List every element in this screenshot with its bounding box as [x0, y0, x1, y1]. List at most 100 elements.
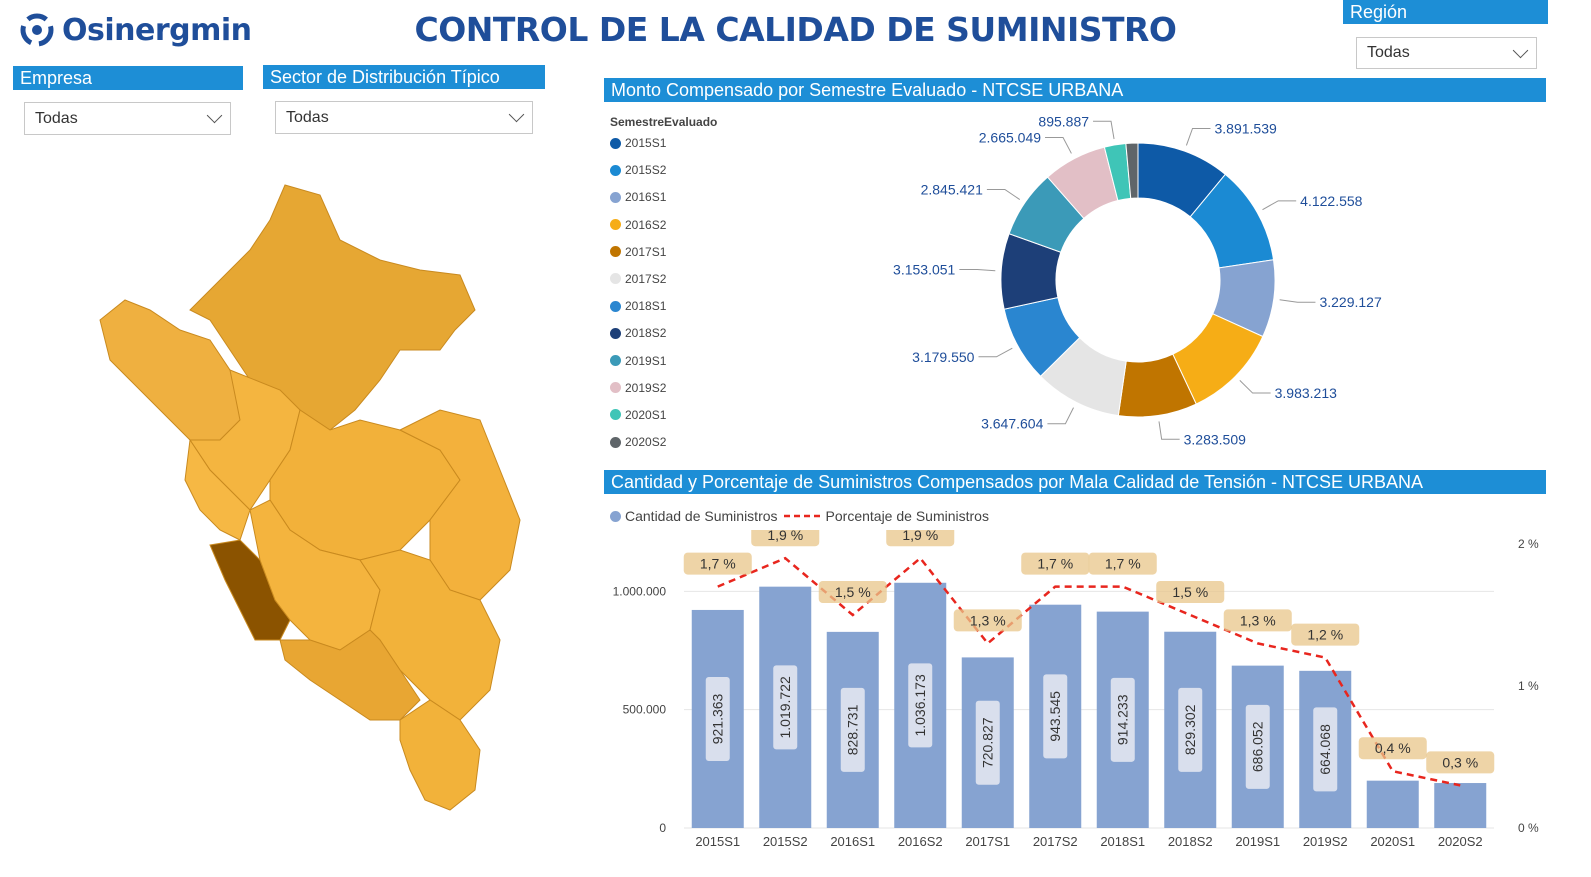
donut-legend-item[interactable]: 2015S1	[610, 135, 730, 151]
donut-legend-title: SemestreEvaluado	[610, 115, 718, 129]
donut-legend: 2015S1 2015S2 2016S1 2016S2 2017S1 2017S2 2018…	[610, 135, 730, 461]
donut-section-title: Monto Compensado por Semestre Evaluado -…	[604, 78, 1546, 102]
donut-value-label: 3.647.604	[981, 416, 1043, 432]
donut-legend-item[interactable]: 2017S2	[610, 271, 730, 287]
donut-legend-item[interactable]: 2019S2	[610, 380, 730, 396]
empresa-dropdown-value: Todas	[35, 109, 78, 127]
y-tick-label: 0	[659, 821, 666, 835]
bar-value-label-bg	[1178, 687, 1203, 772]
x-tick-label: 2016S1	[830, 834, 875, 849]
legend-label: 2019S2	[625, 380, 667, 395]
bar-value-label: 914.233	[1115, 694, 1131, 745]
legend-label: 2016S1	[625, 190, 667, 205]
donut-value-label: 4.122.558	[1300, 193, 1362, 209]
line-value-label: 1,9 %	[767, 530, 803, 543]
x-tick-label: 2019S2	[1303, 834, 1348, 849]
region-filter-label: Región	[1343, 0, 1548, 24]
x-tick-label: 2016S2	[898, 834, 943, 849]
donut-value-label: 3.153.051	[893, 262, 955, 278]
combo-legend: Cantidad de Suministros Porcentaje de Su…	[610, 508, 989, 524]
donut-value-label: 3.283.509	[1184, 431, 1246, 447]
y-tick-label: 1.000.000	[613, 584, 667, 598]
region-dropdown[interactable]: Todas	[1356, 37, 1537, 69]
donut-value-label: 2.665.049	[979, 130, 1041, 146]
bar-value-label: 829.302	[1182, 704, 1198, 755]
x-tick-label: 2018S1	[1100, 834, 1145, 849]
donut-legend-item[interactable]: 2016S1	[610, 189, 730, 205]
map-region-southwest	[279, 629, 421, 721]
bar[interactable]	[1434, 783, 1487, 828]
percentage-line	[717, 556, 1461, 787]
x-tick-label: 2020S2	[1438, 834, 1483, 849]
legend-label: 2015S2	[625, 163, 667, 178]
sector-dropdown[interactable]: Todas	[275, 101, 533, 134]
line-value-label: 1,3 %	[970, 612, 1006, 628]
line-value-label: 1,9 %	[902, 530, 938, 543]
legend-swatch	[610, 355, 621, 366]
bar-value-label: 686.052	[1250, 721, 1266, 772]
donut-value-label: 3.891.539	[1215, 121, 1277, 137]
legend-swatch	[610, 246, 621, 258]
donut-legend-item[interactable]: 2019S1	[610, 353, 730, 369]
bar-legend-label: Cantidad de Suministros	[625, 508, 778, 524]
line-value-label-bg	[751, 530, 820, 547]
donut-legend-item[interactable]: 2020S2	[610, 434, 730, 450]
donut-legend-item[interactable]: 2018S2	[610, 325, 730, 341]
legend-swatch	[610, 219, 621, 231]
x-tick-label: 2017S2	[1033, 834, 1078, 849]
donut-value-label: 3.179.550	[912, 349, 974, 365]
bar-value-label: 943.545	[1047, 691, 1063, 742]
donut-legend-item[interactable]: 2018S1	[610, 298, 730, 314]
donut-leader-line	[1093, 120, 1115, 140]
legend-swatch	[610, 436, 621, 448]
donut-slice[interactable]	[1125, 142, 1139, 199]
empresa-dropdown[interactable]: Todas	[24, 102, 231, 135]
bar-value-label: 1.019.722	[777, 676, 793, 738]
logo-icon	[20, 13, 54, 47]
bar-legend-swatch	[610, 510, 621, 522]
line-value-label-bg	[1358, 737, 1427, 760]
sector-dropdown-value: Todas	[286, 108, 329, 126]
y2-tick-label: 2 %	[1518, 537, 1539, 551]
line-value-label: 1,3 %	[1240, 612, 1276, 628]
y-tick-label: 500.000	[623, 703, 667, 717]
bar-value-label-bg	[1245, 704, 1270, 789]
line-legend-swatch	[783, 514, 822, 518]
donut-legend-item[interactable]: 2017S1	[610, 244, 730, 260]
donut-leader-line	[959, 269, 996, 272]
legend-swatch	[610, 382, 621, 394]
map-region-south	[399, 699, 481, 811]
bar-value-label-bg	[773, 665, 798, 750]
peru-map[interactable]	[80, 180, 530, 830]
x-tick-label: 2017S1	[965, 834, 1010, 849]
donut-leader-line	[1045, 137, 1072, 154]
bar-value-label-bg	[975, 700, 1000, 785]
line-value-label-bg	[1426, 751, 1495, 774]
donut-leader-line	[978, 347, 1013, 358]
bar-value-label: 664.068	[1317, 724, 1333, 775]
chevron-down-icon	[508, 106, 525, 123]
donut-chart: 3.891.539 4.122.558 3.229.127 3.983.213 3.28…	[893, 113, 1382, 447]
x-tick-label: 2015S1	[695, 834, 740, 849]
logo-text: Osinergmin	[62, 12, 252, 48]
line-legend-label: Porcentaje de Suministros	[825, 508, 989, 524]
line-value-label: 1,5 %	[1172, 584, 1208, 600]
donut-legend-item[interactable]: 2016S2	[610, 217, 730, 233]
chevron-down-icon	[206, 107, 223, 124]
legend-label: 2020S2	[625, 435, 667, 450]
bar[interactable]	[1366, 780, 1419, 828]
donut-value-label: 3.983.213	[1275, 385, 1337, 401]
donut-legend-item[interactable]: 2020S1	[610, 407, 730, 423]
legend-label: 2019S1	[625, 353, 667, 368]
page-title: CONTROL DE LA CALIDAD DE SUMINISTRO	[414, 10, 1177, 49]
sector-filter-label: Sector de Distribución Típico	[263, 65, 545, 89]
donut-leader-line	[1279, 299, 1316, 303]
donut-legend-item[interactable]: 2015S2	[610, 162, 730, 178]
donut-value-label: 895.887	[1038, 113, 1089, 129]
donut-value-label: 2.845.421	[921, 181, 983, 197]
line-value-label: 1,5 %	[835, 584, 871, 600]
bar-value-label: 921.363	[710, 693, 726, 744]
donut-leader-line	[1047, 407, 1074, 425]
line-value-label-bg	[1156, 581, 1225, 603]
legend-label: 2018S1	[625, 299, 667, 314]
